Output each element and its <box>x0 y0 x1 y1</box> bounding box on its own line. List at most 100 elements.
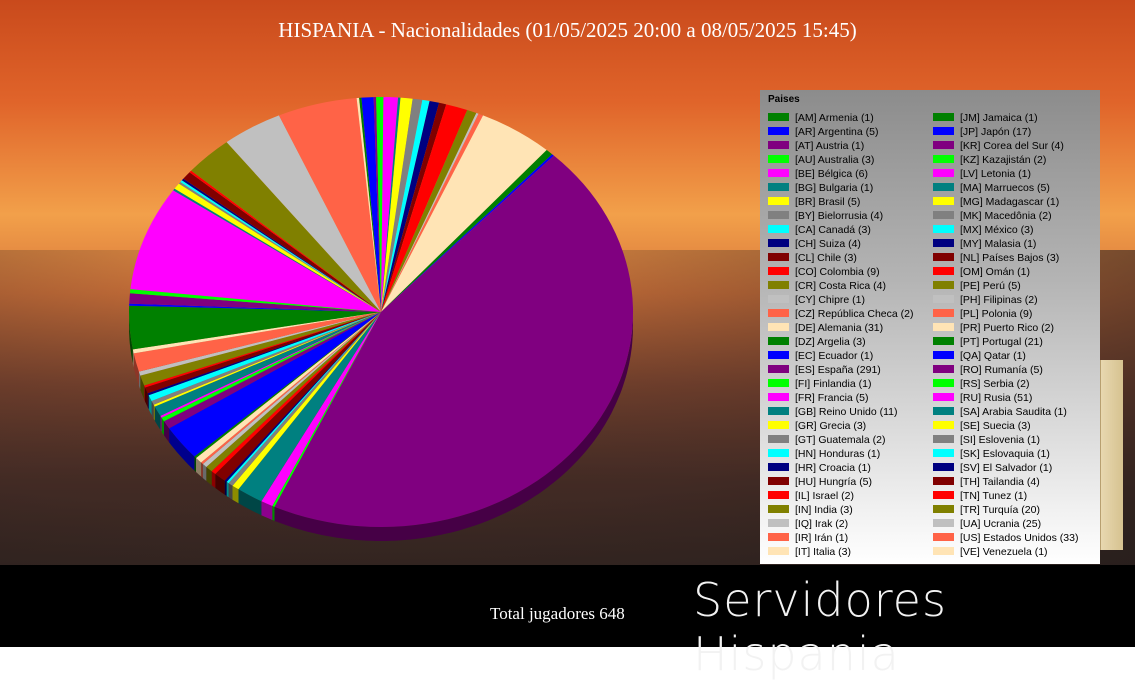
legend-entry-iq: [IQ] Irak (2) <box>768 517 913 531</box>
pie-slice-us <box>278 98 381 312</box>
legend-label: [OM] Omán (1) <box>960 266 1031 278</box>
legend-entry-ro: [RO] Rumanía (5) <box>933 363 1078 377</box>
legend-label: [EC] Ecuador (1) <box>795 350 874 362</box>
pie-slice-ve <box>356 97 381 312</box>
legend-label: [UA] Ucrania (25) <box>960 518 1042 530</box>
legend-swatch <box>933 253 954 262</box>
legend-swatch <box>768 519 789 528</box>
legend-entry-es: [ES] España (291) <box>768 363 913 377</box>
legend-entry-fr: [FR] Francia (5) <box>768 391 913 405</box>
legend-label: [RO] Rumanía (5) <box>960 364 1043 376</box>
legend-entry-de: [DE] Alemania (31) <box>768 321 913 335</box>
legend-label: [CR] Costa Rica (4) <box>795 280 887 292</box>
pie-slice-ir <box>201 312 381 465</box>
legend-swatch <box>768 253 789 262</box>
legend-swatch <box>933 323 954 332</box>
pie-slice-by <box>381 98 423 313</box>
pie-slice-mk <box>151 312 381 405</box>
legend-label: [HR] Croacia (1) <box>795 462 871 474</box>
pie-slice-jm <box>194 312 381 459</box>
legend-label: [CH] Suiza (4) <box>795 238 861 250</box>
pie-slice-fr <box>261 312 381 506</box>
legend-label: [IQ] Irak (2) <box>795 518 849 530</box>
legend-label: [GR] Grecia (3) <box>795 420 867 432</box>
pie-sides <box>129 307 633 541</box>
legend-swatch <box>768 295 789 304</box>
legend-entry-it: [IT] Italia (3) <box>768 545 913 559</box>
legend-entry-fi: [FI] Finlandia (1) <box>768 377 913 391</box>
legend-label: [US] Estados Unidos (33) <box>960 532 1079 544</box>
legend-label: [BG] Bulgaria (1) <box>795 182 874 194</box>
legend-label: [MK] Macedônia (2) <box>960 210 1052 222</box>
legend-entry-ve: [VE] Venezuela (1) <box>933 545 1078 559</box>
legend-label: [RS] Serbia (2) <box>960 378 1030 390</box>
pie-slice-iq <box>202 312 381 467</box>
legend-swatch <box>933 449 954 458</box>
legend: Paises [AM] Armenia (1) [AR] Argentina (5… <box>760 90 1100 564</box>
legend-label: [GT] Guatemala (2) <box>795 434 886 446</box>
legend-entry-gb: [GB] Reino Unido (11) <box>768 405 913 419</box>
legend-label: [IT] Italia (3) <box>795 546 852 558</box>
legend-label: [PR] Puerto Rico (2) <box>960 322 1054 334</box>
legend-swatch <box>768 127 789 136</box>
legend-label: [FI] Finlandia (1) <box>795 378 872 390</box>
legend-swatch <box>933 183 954 192</box>
total-players: Total jugadores 648 <box>490 604 625 623</box>
legend-swatch <box>768 407 789 416</box>
pie-slice-jp <box>169 312 381 457</box>
legend-entry-lv: [LV] Letonia (1) <box>933 167 1078 181</box>
legend-swatch <box>933 351 954 360</box>
legend-swatch <box>768 281 789 290</box>
legend-entry-ar: [AR] Argentina (5) <box>768 125 913 139</box>
legend-swatch <box>768 505 789 514</box>
pie-slice-gt <box>228 312 381 486</box>
pie-side-mk <box>151 401 154 419</box>
footer-bar <box>0 565 1135 647</box>
pie-side-in <box>206 466 212 486</box>
legend-label: [DE] Alemania (31) <box>795 322 884 334</box>
pie-side-hn <box>226 481 229 498</box>
legend-label: [SI] Eslovenia (1) <box>960 434 1040 446</box>
pie-slice-hr <box>224 312 381 482</box>
pie-slice-pr <box>132 312 381 354</box>
legend-swatch <box>768 113 789 122</box>
legend-entry-my: [MY] Malasia (1) <box>933 237 1078 251</box>
legend-swatch <box>768 211 789 220</box>
legend-swatch <box>933 211 954 220</box>
legend-swatch <box>933 309 954 318</box>
pie-slice-nl <box>145 312 381 394</box>
legend-swatch <box>933 463 954 472</box>
legend-label: [HU] Hungría (5) <box>795 476 873 488</box>
legend-entry-pe: [PE] Perú (5) <box>933 279 1078 293</box>
legend-label: [AR] Argentina (5) <box>795 126 879 138</box>
pie-slice-pl <box>133 312 381 372</box>
pie-slice-mx <box>148 312 381 401</box>
legend-swatch <box>768 477 789 486</box>
legend-label: [PT] Portugal (21) <box>960 336 1043 348</box>
legend-swatch <box>933 295 954 304</box>
legend-swatch <box>933 197 954 206</box>
legend-entry-il: [IL] Israel (2) <box>768 489 913 503</box>
legend-entry-sv: [SV] El Salvador (1) <box>933 461 1078 475</box>
legend-entry-th: [TH] Tailandia (4) <box>933 475 1078 489</box>
pie-slice-au <box>376 96 384 312</box>
legend-label: [MA] Marruecos (5) <box>960 182 1050 194</box>
pie-side-gb <box>238 489 262 516</box>
legend-swatch <box>933 127 954 136</box>
legend-swatch <box>768 463 789 472</box>
pie-slice-hu <box>215 312 381 481</box>
pie-slice-gr <box>232 312 381 490</box>
legend-entry-by: [BY] Bielorrusia (4) <box>768 209 913 223</box>
legend-label: [AM] Armenia (1) <box>795 112 874 124</box>
pie-side-ir <box>201 462 203 478</box>
pie-slice-om <box>144 312 381 388</box>
legend-entry-pt: [PT] Portugal (21) <box>933 335 1078 349</box>
pie-slice-pt <box>129 305 381 350</box>
legend-label: [CA] Canadá (3) <box>795 224 871 236</box>
pie-slice-es <box>274 155 634 528</box>
legend-entry-rs: [RS] Serbia (2) <box>933 377 1078 391</box>
legend-entry-cr: [CR] Costa Rica (4) <box>768 279 913 293</box>
legend-label: [NL] Países Bajos (3) <box>960 252 1060 264</box>
legend-swatch <box>768 197 789 206</box>
pie-slice-kz <box>161 312 381 422</box>
